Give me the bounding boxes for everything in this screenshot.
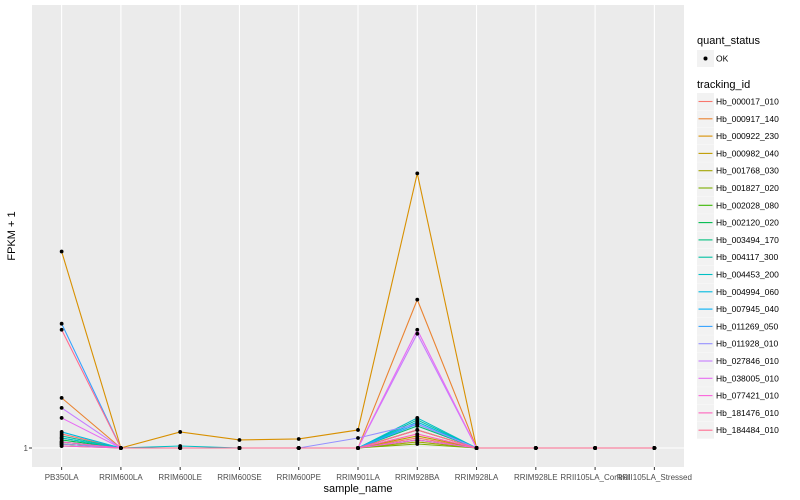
legend-label: Hb_011269_050 <box>716 321 779 331</box>
legend-entries: Hb_000017_010 Hb_000917_140 Hb_000922_230 H… <box>697 93 779 439</box>
data-point <box>237 446 242 450</box>
data-point <box>237 438 242 442</box>
legend-label: Hb_181476_010 <box>716 408 779 418</box>
data-point <box>296 437 301 441</box>
x-axis-title: sample_name <box>323 483 392 495</box>
legend-label: Hb_011928_010 <box>716 339 779 349</box>
data-point <box>59 444 64 448</box>
data-point <box>59 395 64 400</box>
data-point <box>415 331 420 336</box>
data-point <box>59 440 64 444</box>
data-point <box>533 446 538 450</box>
data-point <box>59 321 64 326</box>
legend-ok-point-icon <box>703 56 708 61</box>
data-point <box>652 446 657 450</box>
data-point <box>415 432 420 436</box>
data-point <box>59 436 64 440</box>
x-tick-label: PB350LA <box>45 473 79 482</box>
legend-label: Hb_000982_040 <box>716 148 779 158</box>
legend-label: Hb_002120_020 <box>716 218 779 228</box>
legend-label: Hb_000922_230 <box>716 131 779 141</box>
data-point <box>356 446 360 450</box>
data-point <box>415 442 420 446</box>
legend-label: Hb_027846_010 <box>716 356 779 366</box>
data-point <box>119 446 123 450</box>
legend-label: Hb_002028_080 <box>716 200 779 210</box>
data-point <box>415 428 420 432</box>
data-point <box>415 438 420 442</box>
legend-label: Hb_038005_010 <box>716 373 779 383</box>
x-tick-label: RRIM901LA <box>336 473 380 482</box>
x-tick-label: RRII105LA_Control <box>560 473 630 482</box>
data-point <box>356 428 360 432</box>
legend-label: Hb_000017_010 <box>716 97 779 107</box>
grid-layer <box>32 5 684 467</box>
data-point <box>178 446 183 450</box>
x-axis-ticks: PB350LA RRIM600LA RRIM600LE RRIM600SE RRIM60… <box>45 467 692 482</box>
data-points <box>59 171 657 450</box>
data-point <box>415 327 420 332</box>
x-tick-label: RRIM600LA <box>99 473 143 482</box>
x-tick-label: RRIM600PE <box>276 473 320 482</box>
data-point <box>415 297 420 302</box>
legend-label: Hb_004117_300 <box>716 252 779 262</box>
data-point <box>296 446 301 450</box>
legend-label-ok: OK <box>716 54 729 64</box>
legend-label: Hb_004453_200 <box>716 270 779 280</box>
x-tick-label: RRIM928LA <box>455 473 499 482</box>
legend-label: Hb_001768_030 <box>716 166 779 176</box>
data-point <box>356 436 360 440</box>
y-axis-title: FPKM + 1 <box>6 211 18 260</box>
y-tick-label: 1 <box>24 444 29 453</box>
x-tick-label: RRIM600LE <box>158 473 202 482</box>
data-point <box>178 430 183 434</box>
legend-title-tracking-id: tracking_id <box>697 79 750 91</box>
data-point <box>415 416 420 420</box>
legend-label: Hb_077421_010 <box>716 391 779 401</box>
data-point <box>415 171 420 176</box>
data-point <box>59 327 64 332</box>
x-tick-label: RRIM928BA <box>395 473 440 482</box>
x-tick-label: RRIM600SE <box>217 473 261 482</box>
legend-title-quant-status: quant_status <box>697 35 760 47</box>
data-point <box>59 249 64 254</box>
data-point <box>474 446 479 450</box>
legend-label: Hb_004994_060 <box>716 287 779 297</box>
x-tick-label: RRIM928LE <box>514 473 558 482</box>
data-point <box>59 430 64 434</box>
data-point <box>593 446 597 450</box>
data-point <box>59 406 64 410</box>
y-axis-ticks: 1 <box>24 444 32 453</box>
legend-label: Hb_003494_170 <box>716 235 779 245</box>
x-tick-label: RRII105LA_Stressed <box>617 473 692 482</box>
legend-label: Hb_000917_140 <box>716 114 779 124</box>
legend-label: Hb_001827_020 <box>716 183 779 193</box>
legend-label: Hb_007945_040 <box>716 304 779 314</box>
legend-label: Hb_184484_010 <box>716 425 779 435</box>
data-point <box>59 416 64 420</box>
legend: quant_status OK tracking_id Hb_000017_01… <box>697 35 779 439</box>
data-point <box>415 422 420 426</box>
